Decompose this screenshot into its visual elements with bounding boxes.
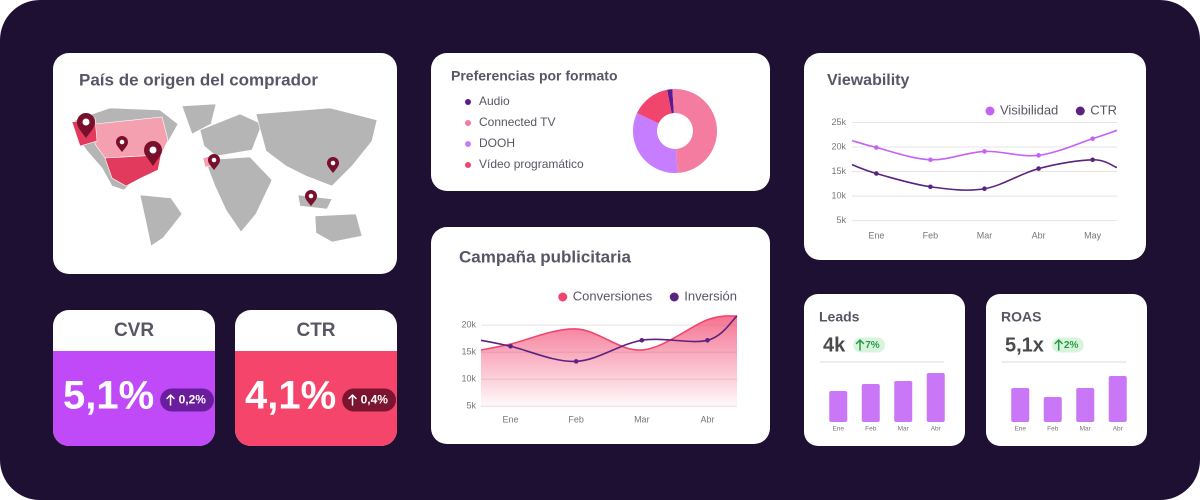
bar: [1043, 397, 1062, 422]
headline: 4k: [823, 334, 846, 356]
y-tick-label: 25k: [831, 117, 846, 127]
legend-dot: [1075, 106, 1085, 116]
point: [982, 149, 987, 154]
point: [1090, 136, 1095, 141]
change-label: 0,4%: [361, 393, 389, 407]
kpi-value: 5,1%: [63, 374, 154, 418]
y-tick-label: 10k: [831, 190, 846, 200]
y-tick-label: 15k: [831, 166, 846, 176]
point: [705, 338, 710, 343]
legend-dot: [465, 141, 471, 147]
point: [874, 145, 879, 150]
x-tick-label: Mar: [1080, 426, 1092, 433]
x-tick-label: May: [1084, 230, 1102, 240]
point: [573, 359, 579, 364]
donut-slice: [672, 89, 718, 173]
bar: [1076, 388, 1095, 422]
bar: [1011, 388, 1030, 422]
legend-label: Vídeo programático: [479, 157, 584, 171]
change-label: 0,2%: [179, 393, 207, 407]
bar: [861, 384, 880, 422]
arrow-icon: [1054, 339, 1063, 351]
x-tick-label: Mar: [634, 414, 650, 424]
y-tick-label: 20k: [831, 141, 846, 151]
map-title: País de origen del comprador: [79, 70, 318, 89]
x-tick-label: Ene: [1014, 426, 1026, 433]
point: [1036, 153, 1041, 158]
map-pins: [77, 113, 339, 206]
kpi-card: [235, 310, 397, 446]
donut-slice: [632, 113, 678, 174]
x-tick-label: Abr: [1032, 230, 1046, 240]
legend-dot: [558, 292, 568, 302]
bar: [1108, 376, 1127, 422]
legend-label: Connected TV: [479, 115, 556, 129]
chart-title: Leads: [819, 309, 860, 325]
point: [928, 184, 933, 190]
x-tick-label: Abr: [700, 414, 714, 424]
legend-label: Audio: [479, 94, 510, 108]
kpi-label: CVR: [114, 320, 154, 341]
point: [982, 186, 987, 192]
chart-title: Viewability: [827, 72, 910, 89]
change-badge: [160, 388, 214, 412]
y-tick-label: 10k: [461, 374, 476, 384]
bar: [926, 373, 945, 422]
legend-dot: [669, 292, 679, 302]
legend-dot: [465, 120, 471, 126]
x-tick-label: Feb: [568, 414, 584, 424]
chart-title: Preferencias por formato: [451, 68, 618, 84]
legend-label: Visibilidad: [1000, 102, 1058, 117]
legend-dot: [465, 162, 471, 168]
legend-dot: [465, 99, 471, 105]
x-tick-label: Feb: [865, 426, 877, 433]
y-tick-label: 5k: [836, 215, 846, 225]
arrow-icon: [348, 394, 357, 406]
chart-title: Campaña publicitaria: [459, 247, 631, 266]
bar: [829, 391, 848, 422]
point: [1036, 166, 1041, 171]
change-label: 2%: [1064, 340, 1079, 351]
point: [874, 171, 879, 176]
bar: [894, 381, 913, 422]
world-map: [71, 103, 378, 247]
y-tick-label: 20k: [461, 320, 476, 330]
legend-label: CTR: [1090, 102, 1117, 117]
point: [508, 343, 513, 349]
arrow-icon: [855, 339, 865, 351]
chart-title: ROAS: [1001, 309, 1041, 325]
legend-label: Inversión: [684, 288, 737, 303]
x-tick-label: Mar: [898, 426, 910, 433]
x-tick-label: Ene: [503, 414, 519, 424]
point: [1090, 157, 1095, 163]
point: [639, 338, 645, 343]
change-label: 7%: [865, 340, 880, 351]
legend-label: Conversiones: [573, 288, 653, 303]
x-tick-label: Mar: [977, 230, 993, 240]
change-badge: [342, 388, 396, 412]
donut-slice: [636, 89, 672, 124]
x-tick-label: Ene: [832, 426, 844, 433]
x-tick-label: Feb: [923, 230, 939, 240]
arrow-icon: [166, 394, 175, 406]
y-tick-label: 15k: [461, 347, 476, 357]
headline: 5,1x: [1005, 334, 1044, 356]
legend-label: DOOH: [479, 136, 515, 150]
x-tick-label: Abr: [931, 426, 942, 433]
viewability-card: [804, 53, 1146, 260]
x-tick-label: Ene: [868, 230, 884, 240]
donut-slice: [667, 89, 674, 114]
kpi-value: 4,1%: [245, 374, 336, 418]
x-tick-label: Feb: [1047, 426, 1059, 433]
kpi-label: CTR: [296, 320, 335, 341]
legend-dot: [985, 106, 995, 116]
y-tick-label: 5k: [466, 401, 476, 411]
x-tick-label: Abr: [1113, 426, 1124, 433]
point: [928, 157, 933, 163]
